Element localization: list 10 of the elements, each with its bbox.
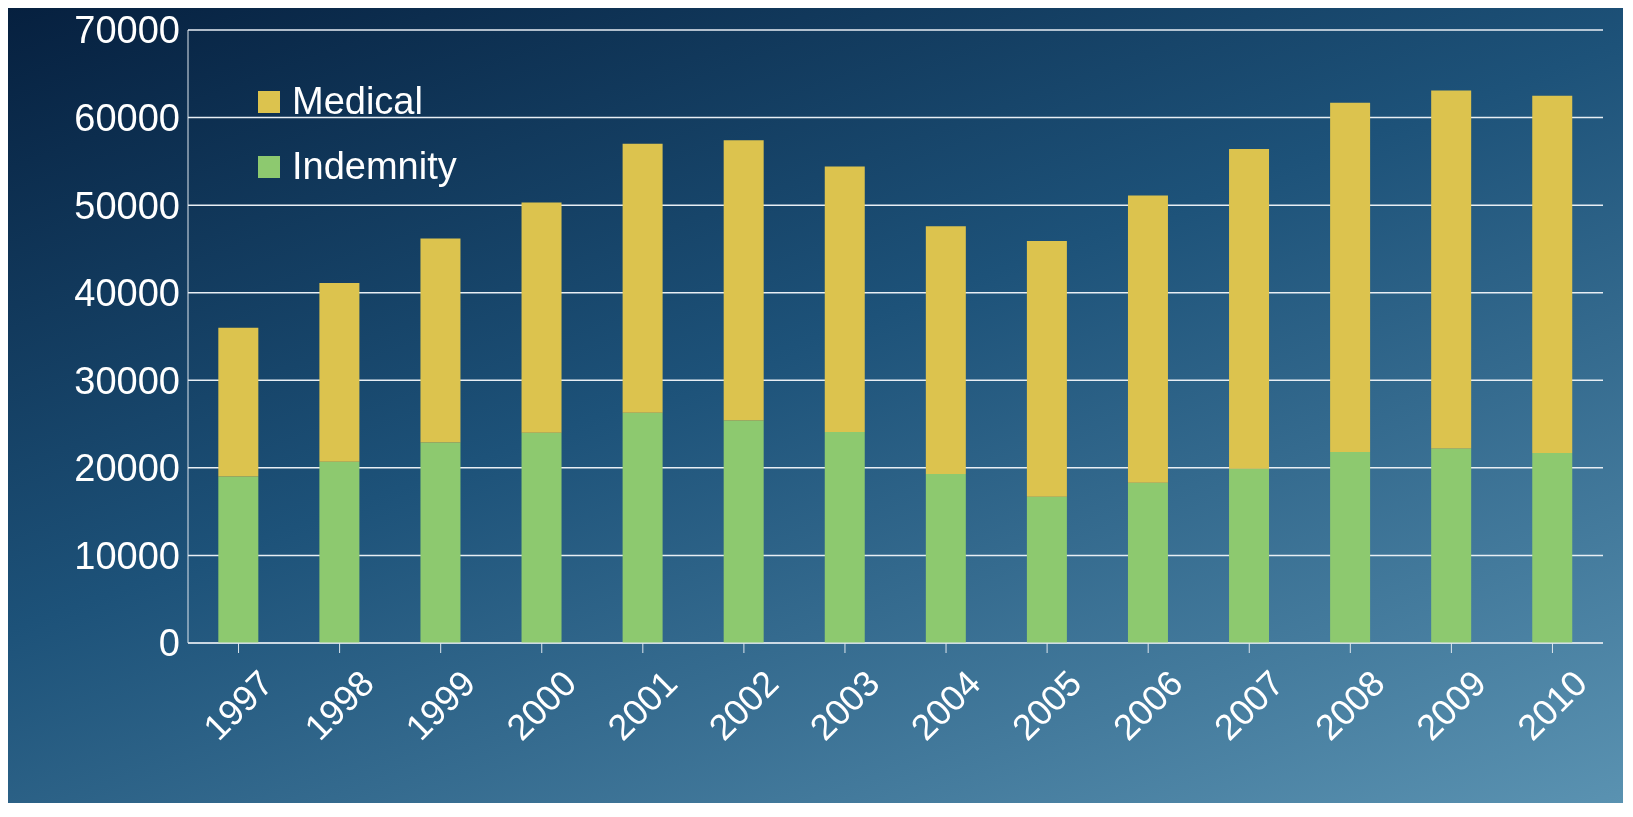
y-tick-label: 0 [158,622,180,665]
y-tick-label: 10000 [74,534,180,577]
y-tick-label: 50000 [74,184,180,227]
y-tick-label: 20000 [74,447,180,490]
y-tick-label: 40000 [74,272,180,315]
y-tick-label: 30000 [74,359,180,402]
legend-label: Indemnity [292,145,457,188]
y-tick-label: 60000 [74,97,180,140]
legend-label: Medical [292,80,423,123]
y-tick-label: 70000 [74,9,180,52]
